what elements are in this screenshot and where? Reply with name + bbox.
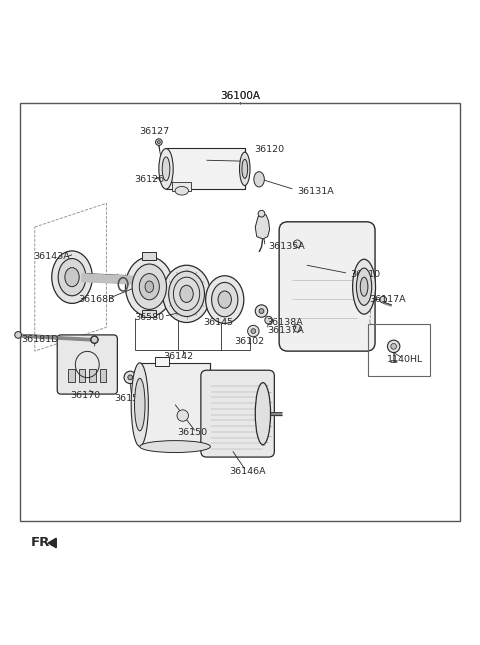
Ellipse shape xyxy=(131,363,148,446)
Text: 36151: 36151 xyxy=(114,394,144,403)
FancyBboxPatch shape xyxy=(279,222,375,351)
Ellipse shape xyxy=(360,277,368,296)
Ellipse shape xyxy=(254,172,264,187)
Ellipse shape xyxy=(163,265,210,322)
Ellipse shape xyxy=(242,159,248,179)
Bar xyxy=(172,182,192,191)
Ellipse shape xyxy=(205,275,244,323)
Text: 36170: 36170 xyxy=(70,390,100,399)
Text: 36150: 36150 xyxy=(177,428,207,437)
Ellipse shape xyxy=(240,152,250,186)
Text: 36580: 36580 xyxy=(134,313,164,322)
Circle shape xyxy=(265,316,273,324)
Ellipse shape xyxy=(162,157,170,181)
Ellipse shape xyxy=(353,259,375,314)
Ellipse shape xyxy=(140,441,210,453)
Polygon shape xyxy=(48,538,56,548)
Text: 36120: 36120 xyxy=(254,145,285,154)
Circle shape xyxy=(91,336,98,343)
Ellipse shape xyxy=(125,257,173,317)
Circle shape xyxy=(387,340,400,353)
Circle shape xyxy=(157,141,160,144)
Circle shape xyxy=(255,305,268,317)
FancyBboxPatch shape xyxy=(57,335,117,394)
Ellipse shape xyxy=(168,271,204,317)
Circle shape xyxy=(293,240,301,248)
Text: 1140HL: 1140HL xyxy=(386,355,423,364)
Circle shape xyxy=(258,210,265,217)
Ellipse shape xyxy=(357,268,372,305)
Ellipse shape xyxy=(218,291,231,308)
Ellipse shape xyxy=(175,186,189,195)
Circle shape xyxy=(248,325,259,337)
Bar xyxy=(368,324,430,376)
Text: 36143A: 36143A xyxy=(33,252,70,261)
Ellipse shape xyxy=(132,264,167,310)
Text: FR.: FR. xyxy=(31,537,56,550)
Ellipse shape xyxy=(255,382,271,444)
Circle shape xyxy=(128,375,132,380)
Bar xyxy=(142,252,156,259)
Text: 36146A: 36146A xyxy=(229,467,265,476)
Circle shape xyxy=(15,332,22,338)
Circle shape xyxy=(177,410,189,421)
Circle shape xyxy=(259,309,264,313)
Ellipse shape xyxy=(65,268,79,287)
Ellipse shape xyxy=(139,273,159,300)
Circle shape xyxy=(124,371,136,384)
Ellipse shape xyxy=(58,259,86,296)
Ellipse shape xyxy=(145,281,154,292)
Text: 36127: 36127 xyxy=(139,127,169,136)
Text: 36168B: 36168B xyxy=(79,295,115,304)
Circle shape xyxy=(391,344,396,349)
Circle shape xyxy=(156,139,162,146)
Text: 36135A: 36135A xyxy=(269,242,305,251)
Text: 36137A: 36137A xyxy=(268,326,304,335)
Bar xyxy=(79,369,85,382)
Circle shape xyxy=(91,336,98,344)
Text: 36100A: 36100A xyxy=(220,91,260,101)
Text: 36142: 36142 xyxy=(163,352,193,361)
Bar xyxy=(89,369,96,382)
Text: 36138A: 36138A xyxy=(266,318,303,327)
Ellipse shape xyxy=(134,379,145,431)
Circle shape xyxy=(251,329,256,333)
Text: 36102: 36102 xyxy=(235,337,264,346)
Ellipse shape xyxy=(212,283,238,317)
Text: 36100A: 36100A xyxy=(220,91,260,101)
Text: 36126: 36126 xyxy=(134,175,164,184)
Bar xyxy=(140,363,210,446)
Polygon shape xyxy=(255,213,270,239)
Text: 36131A: 36131A xyxy=(297,187,334,196)
Circle shape xyxy=(93,338,96,341)
Bar xyxy=(68,369,75,382)
Bar xyxy=(100,369,107,382)
Bar xyxy=(21,103,459,521)
Text: 36145: 36145 xyxy=(204,318,234,327)
Text: 36110: 36110 xyxy=(350,270,380,279)
Bar xyxy=(166,148,245,189)
Circle shape xyxy=(293,324,301,332)
Bar xyxy=(155,357,169,366)
Circle shape xyxy=(380,296,386,303)
Text: 36117A: 36117A xyxy=(369,295,406,304)
FancyBboxPatch shape xyxy=(201,370,275,457)
Ellipse shape xyxy=(52,251,92,303)
Ellipse shape xyxy=(180,285,193,303)
Text: 36181D: 36181D xyxy=(21,335,58,344)
Ellipse shape xyxy=(159,148,173,189)
Bar xyxy=(142,310,156,317)
